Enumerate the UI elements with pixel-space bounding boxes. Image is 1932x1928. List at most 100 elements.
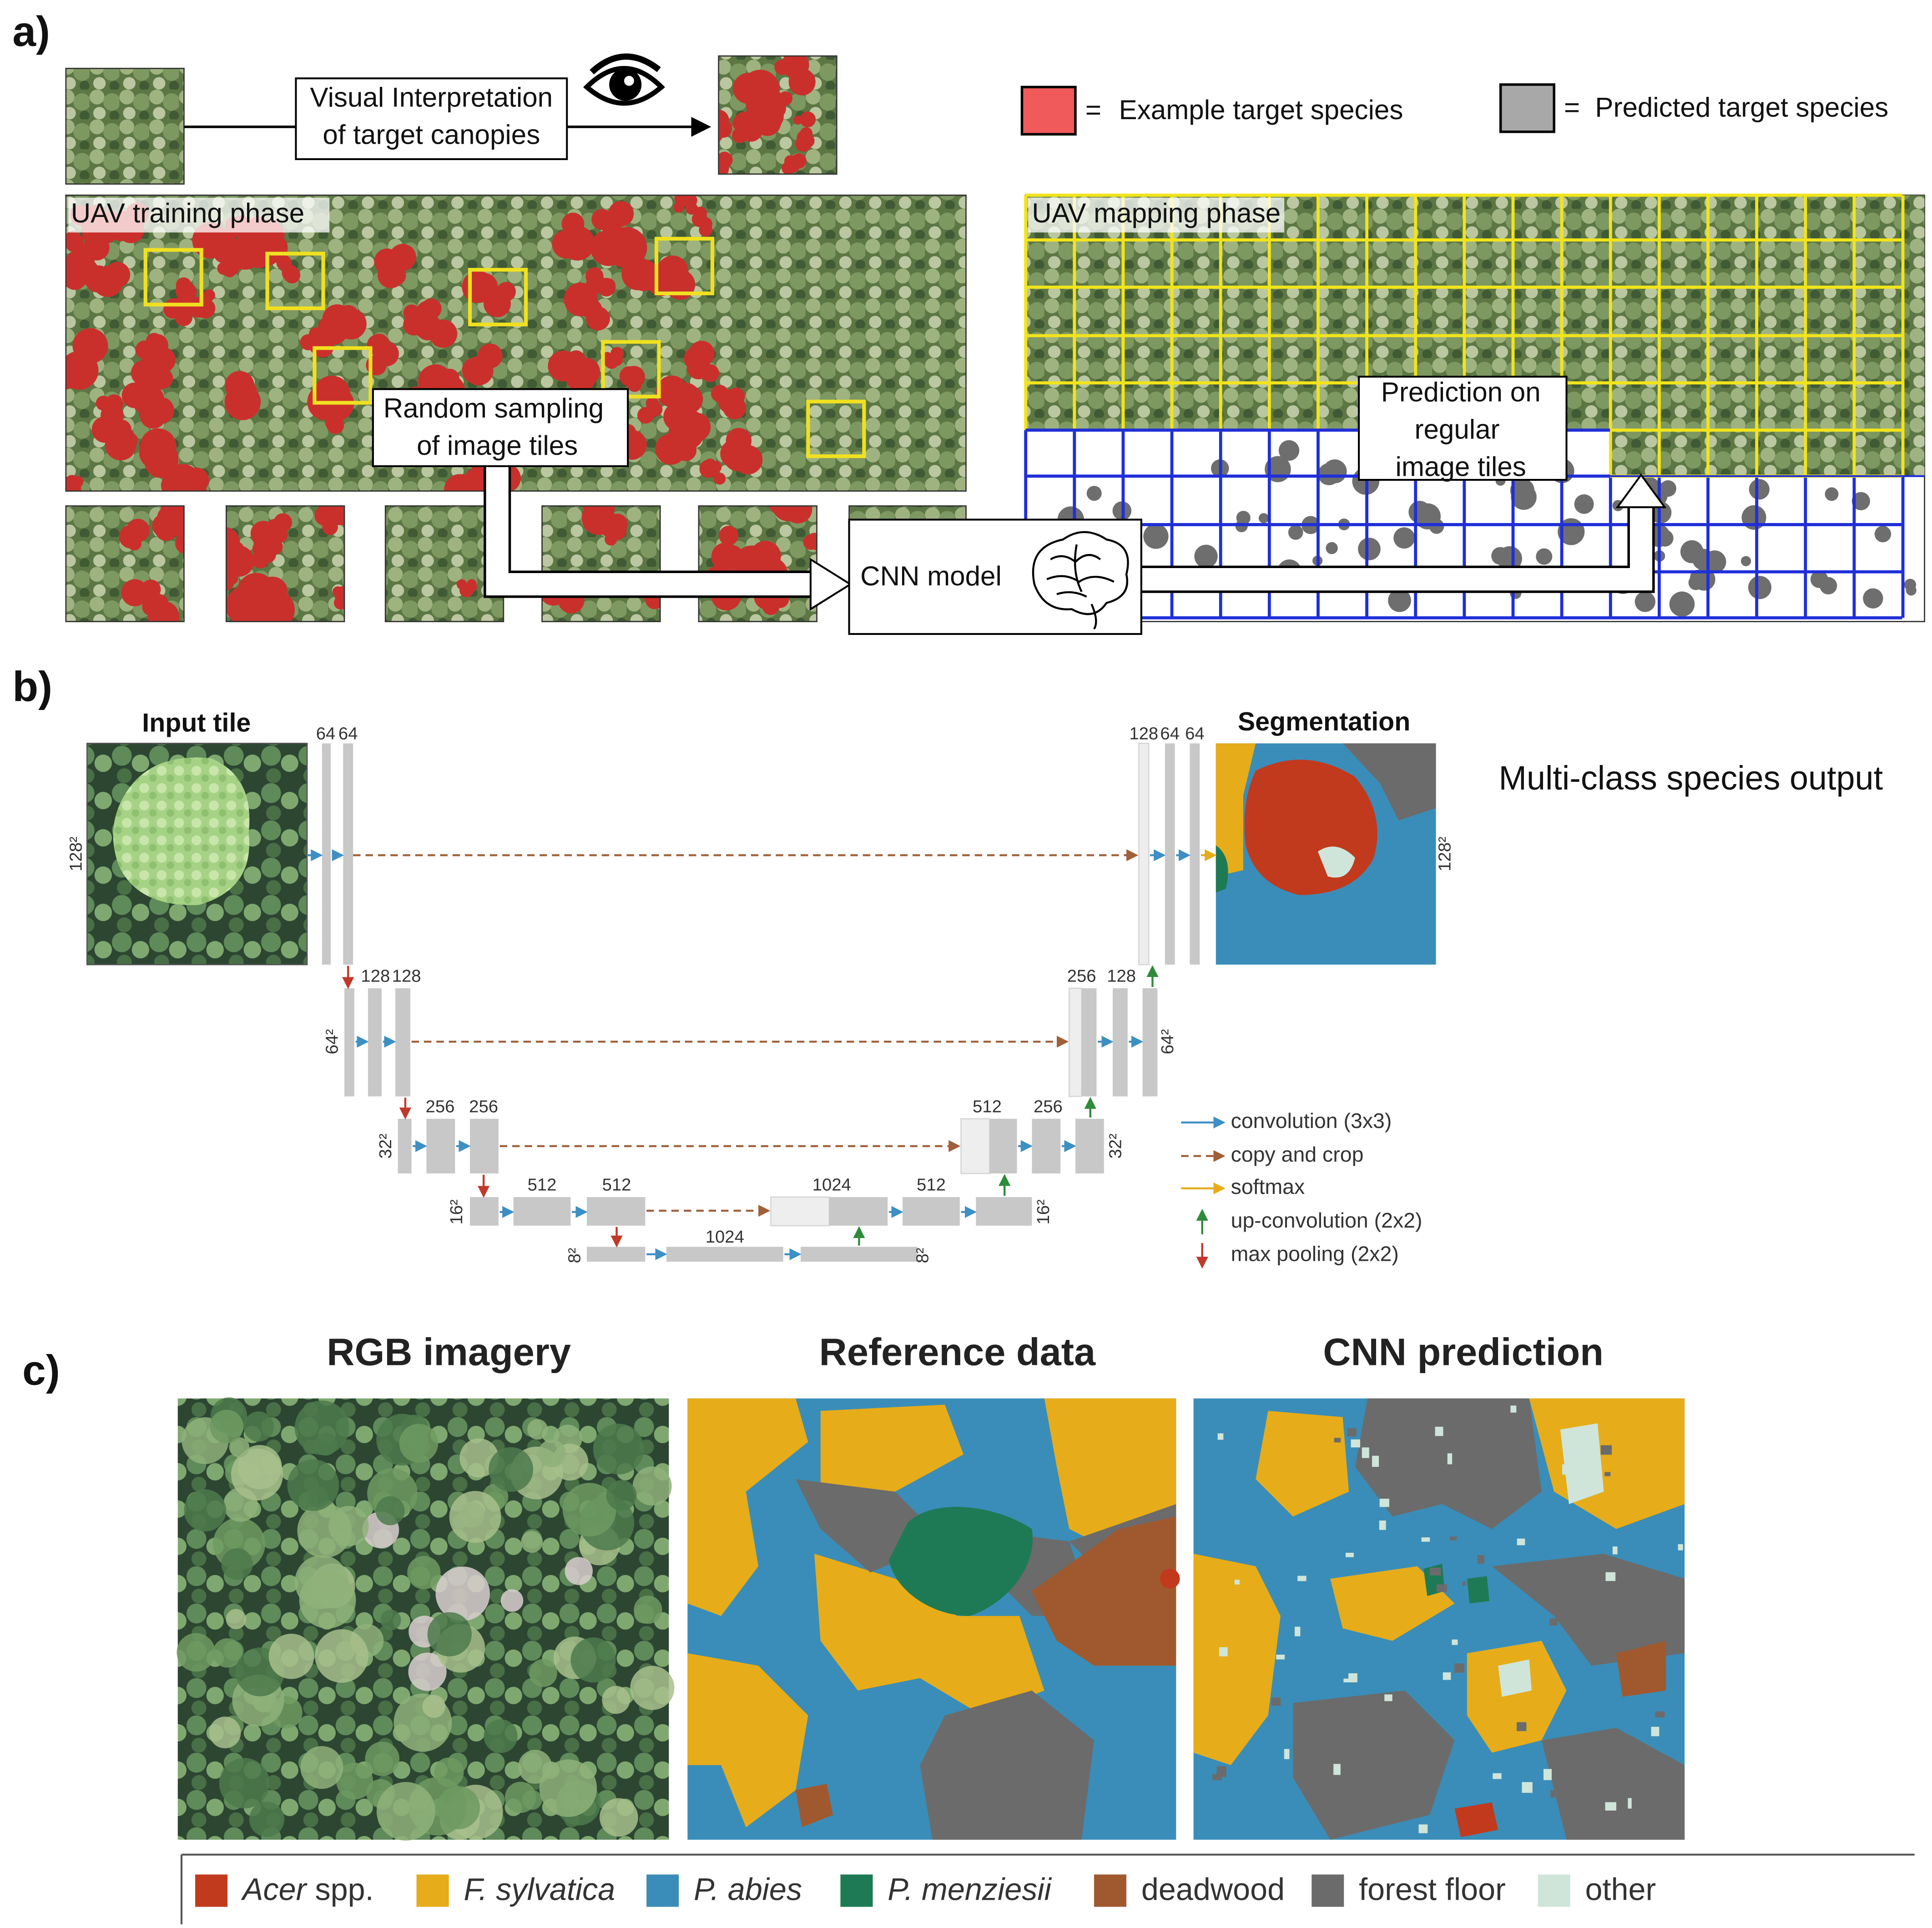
tree-crown <box>287 1459 339 1511</box>
target-crown <box>627 377 642 392</box>
speckle <box>1416 1794 1425 1804</box>
tree-crown <box>249 1802 285 1837</box>
legend-italic: F. sylvatica <box>464 1873 615 1907</box>
target-crown <box>66 354 85 377</box>
target-crown <box>328 419 339 431</box>
predicted-crown <box>1748 576 1771 599</box>
speckle <box>1510 1405 1517 1413</box>
target-crown <box>648 403 663 417</box>
speckle <box>1605 1802 1617 1811</box>
target-crown <box>607 513 628 534</box>
speckle <box>1430 1567 1441 1576</box>
predicted-crown <box>1086 486 1102 501</box>
speckle <box>1435 1426 1443 1436</box>
tree-crown <box>336 1762 373 1800</box>
predicted-crown <box>1692 549 1714 570</box>
tree-crown <box>299 1571 356 1629</box>
target-crown <box>774 60 790 75</box>
tree-crown <box>315 1629 368 1683</box>
tree-crown <box>268 1633 314 1679</box>
speckle <box>1454 1663 1464 1673</box>
target-crown <box>444 474 476 491</box>
feature-map <box>989 1118 1017 1174</box>
target-crown <box>163 619 174 622</box>
image-title: UAV training phase <box>71 198 304 228</box>
target-crown <box>610 347 624 361</box>
speckle <box>1605 1572 1616 1581</box>
channel-count: 128 <box>361 966 390 986</box>
target-crown <box>693 206 707 221</box>
predicted-crown <box>1358 538 1381 560</box>
predicted-crown <box>1660 480 1676 497</box>
target-crown <box>732 116 747 131</box>
tree-crown <box>434 1757 464 1787</box>
target-crown <box>257 576 288 608</box>
target-crown <box>140 428 177 465</box>
predicted-crown <box>1258 513 1269 524</box>
legend-plain: spp. <box>315 1873 374 1907</box>
speckle <box>1436 1584 1447 1592</box>
tree-crown <box>427 1612 472 1656</box>
box-text: Visual Interpretation <box>310 82 553 113</box>
target-crown <box>175 534 184 554</box>
feature-map <box>1138 743 1150 966</box>
legend-text: deadwood <box>1141 1873 1285 1907</box>
target-crown <box>561 212 585 236</box>
image-border <box>541 505 661 622</box>
legend-text: Example target species <box>1119 95 1403 125</box>
predicted-crown <box>1749 479 1770 500</box>
target-crown <box>583 506 608 518</box>
speckle <box>1660 1787 1668 1798</box>
predicted-crown <box>1851 492 1870 510</box>
speckle <box>1452 1639 1458 1645</box>
target-crown <box>203 289 215 302</box>
feature-map <box>1190 743 1200 965</box>
box-text: Random sampling <box>383 393 604 423</box>
predicted-crown <box>1322 459 1347 483</box>
legend-text: P. menziesii <box>888 1873 1052 1907</box>
sample-box <box>654 237 715 296</box>
speckle <box>1379 1499 1389 1507</box>
predicted-crown <box>1825 487 1839 501</box>
target-crown <box>814 539 817 548</box>
speckle <box>1418 1824 1428 1833</box>
channel-count: 128 <box>392 966 421 986</box>
sample-box <box>265 252 325 310</box>
target-crown <box>121 579 149 607</box>
legend-italic: P. abies <box>694 1873 802 1907</box>
target-crown <box>66 475 80 490</box>
tree-crown <box>226 1609 247 1630</box>
sample-box <box>601 340 661 399</box>
feature-map <box>344 988 354 1097</box>
tree-crown <box>294 1400 349 1455</box>
feature-map <box>1081 988 1097 1097</box>
feature-map <box>395 988 410 1097</box>
image-border <box>718 55 837 175</box>
tree-crown <box>328 1505 369 1546</box>
speckle <box>1550 1790 1555 1798</box>
text-box <box>372 388 629 468</box>
tree-crown <box>484 1719 518 1753</box>
target-crown <box>718 130 723 142</box>
target-crown <box>711 542 740 572</box>
target-crown <box>182 535 184 549</box>
image-title: UAV mapping phase <box>1032 198 1281 228</box>
aerial-image <box>542 506 661 622</box>
target-crown <box>322 519 338 535</box>
feature-map <box>1142 988 1158 1097</box>
sample-box <box>806 399 866 458</box>
speckle <box>1543 1769 1552 1780</box>
speckle <box>1549 1618 1558 1626</box>
tree-crown <box>177 1633 216 1672</box>
rgb-image <box>177 1397 675 1841</box>
resolution-label: 16² <box>1034 1199 1053 1225</box>
speckle <box>1619 1774 1624 1783</box>
predicted-crown <box>1874 525 1892 543</box>
channel-count: 512 <box>602 1175 631 1194</box>
image-border <box>65 194 967 492</box>
speckle <box>1217 1433 1224 1440</box>
tree-crown <box>210 1410 244 1444</box>
target-crown <box>462 357 489 384</box>
legend-swatch <box>1538 1874 1570 1907</box>
target-crown <box>731 127 748 143</box>
